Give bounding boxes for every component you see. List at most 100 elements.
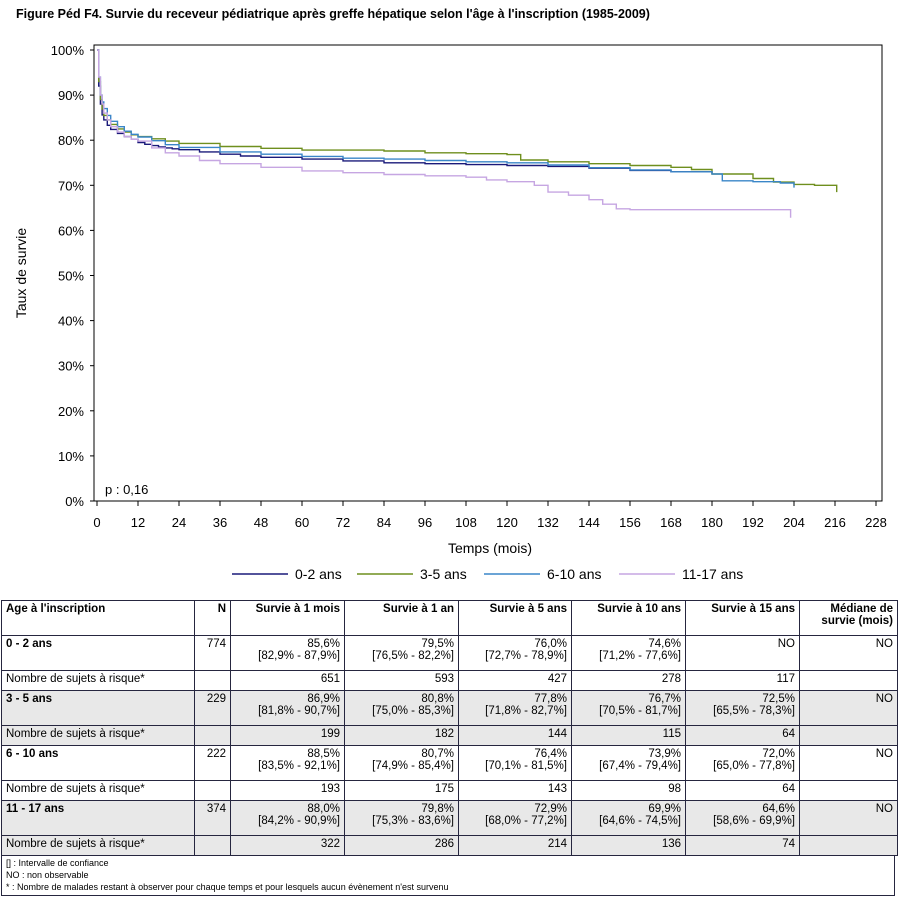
survival-value: 76,0% — [534, 638, 567, 650]
confidence-interval: [82,9% - 87,9%] — [258, 650, 340, 662]
risk-count: 278 — [571, 670, 686, 691]
footnote: NO : non observable — [6, 870, 89, 880]
risk-count: 64 — [685, 725, 800, 746]
table-row: 11 - 17 ans 374 88,0% [84,2% - 90,9%] 79,8%[… — [1, 800, 898, 836]
table-header-cell: N — [194, 600, 231, 636]
risk-label: Nombre de sujets à risque* — [1, 725, 195, 746]
y-tick-label: 10% — [58, 449, 84, 464]
y-tick-label: 20% — [58, 404, 84, 419]
risk-label: Nombre de sujets à risque* — [1, 670, 195, 691]
y-tick-label: 100% — [51, 43, 85, 58]
confidence-interval: [70,1% - 81,5%] — [485, 760, 567, 772]
survival-value: 76,4% — [534, 748, 567, 760]
risk-count: 115 — [571, 725, 686, 746]
survival-value: 88,5% — [307, 748, 340, 760]
survival-cell: 73,9% [67,4% - 79,4%] — [571, 745, 686, 781]
x-tick-label: 144 — [578, 515, 600, 530]
risk-count: 175 — [344, 780, 459, 801]
risk-count: 593 — [344, 670, 459, 691]
x-tick-label: 168 — [660, 515, 682, 530]
risk-count: 136 — [571, 835, 686, 856]
survival-value: 80,7% — [421, 748, 454, 760]
survival-value: 79,5% — [421, 638, 454, 650]
risk-count: 144 — [458, 725, 572, 746]
y-tick-label: 70% — [58, 178, 84, 193]
survival-cell: 76,7% [70,5% - 81,7%] — [571, 690, 686, 726]
x-tick-label: 48 — [254, 515, 268, 530]
risk-count: 143 — [458, 780, 572, 801]
table-header-cell: Survie à 1 an — [344, 600, 459, 636]
survival-value: 80,8% — [421, 693, 454, 705]
table-row: Nombre de sujets à risque* 322 286 214 136 74 — [1, 835, 898, 856]
survival-cell: 79,8% [75,3% - 83,6%] — [344, 800, 459, 836]
survival-value: 69,9% — [648, 803, 681, 815]
table-row: Nombre de sujets à risque* 193 175 143 98 64 — [1, 780, 898, 801]
survival-cell: NO — [799, 635, 898, 671]
group-n: 374 — [194, 800, 231, 836]
survival-table: Age à l'inscription N Survie à 1 mois Survi… — [1, 600, 898, 856]
survival-cell: NO — [799, 690, 898, 726]
legend-label: 6-10 ans — [547, 566, 601, 582]
p-value-annotation: p : 0,16 — [105, 482, 148, 497]
survival-cell: 88,0% [84,2% - 90,9%] — [230, 800, 345, 836]
survival-cell: 72,5% [65,5% - 78,3%] — [685, 690, 800, 726]
survival-cell: 79,5% [76,5% - 82,2%] — [344, 635, 459, 671]
legend-label: 3-5 ans — [420, 566, 467, 582]
survival-value: NO — [875, 693, 893, 705]
x-tick-label: 216 — [824, 515, 846, 530]
confidence-interval: [65,0% - 77,8%] — [713, 760, 795, 772]
risk-count: 214 — [458, 835, 572, 856]
empty-cell — [194, 725, 231, 746]
survival-cell: 76,0% [72,7% - 78,9%] — [458, 635, 572, 671]
table-header-cell: Survie à 1 mois — [230, 600, 345, 636]
table-header-row: Age à l'inscription N Survie à 1 mois Survi… — [1, 600, 898, 636]
table-header-cell: Survie à 15 ans — [685, 600, 800, 636]
x-tick-label: 132 — [537, 515, 559, 530]
group-label: 11 - 17 ans — [1, 800, 195, 836]
confidence-interval: [65,5% - 78,3%] — [713, 705, 795, 717]
survival-value: 72,5% — [762, 693, 795, 705]
group-label: 3 - 5 ans — [1, 690, 195, 726]
survival-value: NO — [777, 638, 795, 650]
survival-cell: NO — [799, 800, 898, 836]
table-header-cell: Survie à 5 ans — [458, 600, 572, 636]
confidence-interval: [76,5% - 82,2%] — [372, 650, 454, 662]
empty-cell — [194, 670, 231, 691]
survival-cell: 77,8% [71,8% - 82,7%] — [458, 690, 572, 726]
confidence-interval: [83,5% - 92,1%] — [258, 760, 340, 772]
y-tick-label: 90% — [58, 88, 84, 103]
survival-value: 72,0% — [762, 748, 795, 760]
series-line-11-17-ans — [97, 49, 792, 218]
table-row: Nombre de sujets à risque* 651 593 427 278 11… — [1, 670, 898, 691]
survival-cell: 86,9% [81,8% - 90,7%] — [230, 690, 345, 726]
table-row: 6 - 10 ans 222 88,5% [83,5% - 92,1%] 80,7% [7… — [1, 745, 898, 781]
legend: 0-2 ans 3-5 ans 6-10 ans 11-17 ans — [232, 566, 743, 582]
empty-cell — [194, 780, 231, 801]
x-axis-title: Temps (mois) — [448, 540, 532, 556]
risk-count: 193 — [230, 780, 345, 801]
survival-cell: NO — [685, 635, 800, 671]
survival-cell: 88,5% [83,5% - 92,1%] — [230, 745, 345, 781]
group-label: 6 - 10 ans — [1, 745, 195, 781]
survival-cell: 72,0% [65,0% - 77,8%] — [685, 745, 800, 781]
survival-value: 79,8% — [421, 803, 454, 815]
empty-cell — [799, 670, 898, 691]
survival-chart: 0% 10% 20% 30% 40% 50% 60% 70% 80% 90% 100% 0 12 24 3… — [13, 43, 887, 582]
empty-cell — [799, 725, 898, 746]
survival-value: 74,6% — [648, 638, 681, 650]
survival-cell: 85,6% [82,9% - 87,9%] — [230, 635, 345, 671]
x-tick-label: 12 — [131, 515, 145, 530]
x-tick-label: 84 — [377, 515, 391, 530]
y-tick-label: 50% — [58, 269, 84, 284]
x-tick-label: 72 — [336, 515, 350, 530]
x-axis: 0 12 24 36 48 60 72 84 96 108 120 132 144 156 168 180 19… — [93, 501, 887, 530]
survival-cell: 76,4% [70,1% - 81,5%] — [458, 745, 572, 781]
survival-cell: 72,9% [68,0% - 77,2%] — [458, 800, 572, 836]
survival-value: 77,8% — [534, 693, 567, 705]
x-tick-label: 60 — [295, 515, 309, 530]
survival-value: NO — [875, 803, 893, 815]
y-tick-label: 0% — [65, 494, 84, 509]
empty-cell — [194, 835, 231, 856]
empty-cell — [799, 835, 898, 856]
confidence-interval: [70,5% - 81,7%] — [599, 705, 681, 717]
